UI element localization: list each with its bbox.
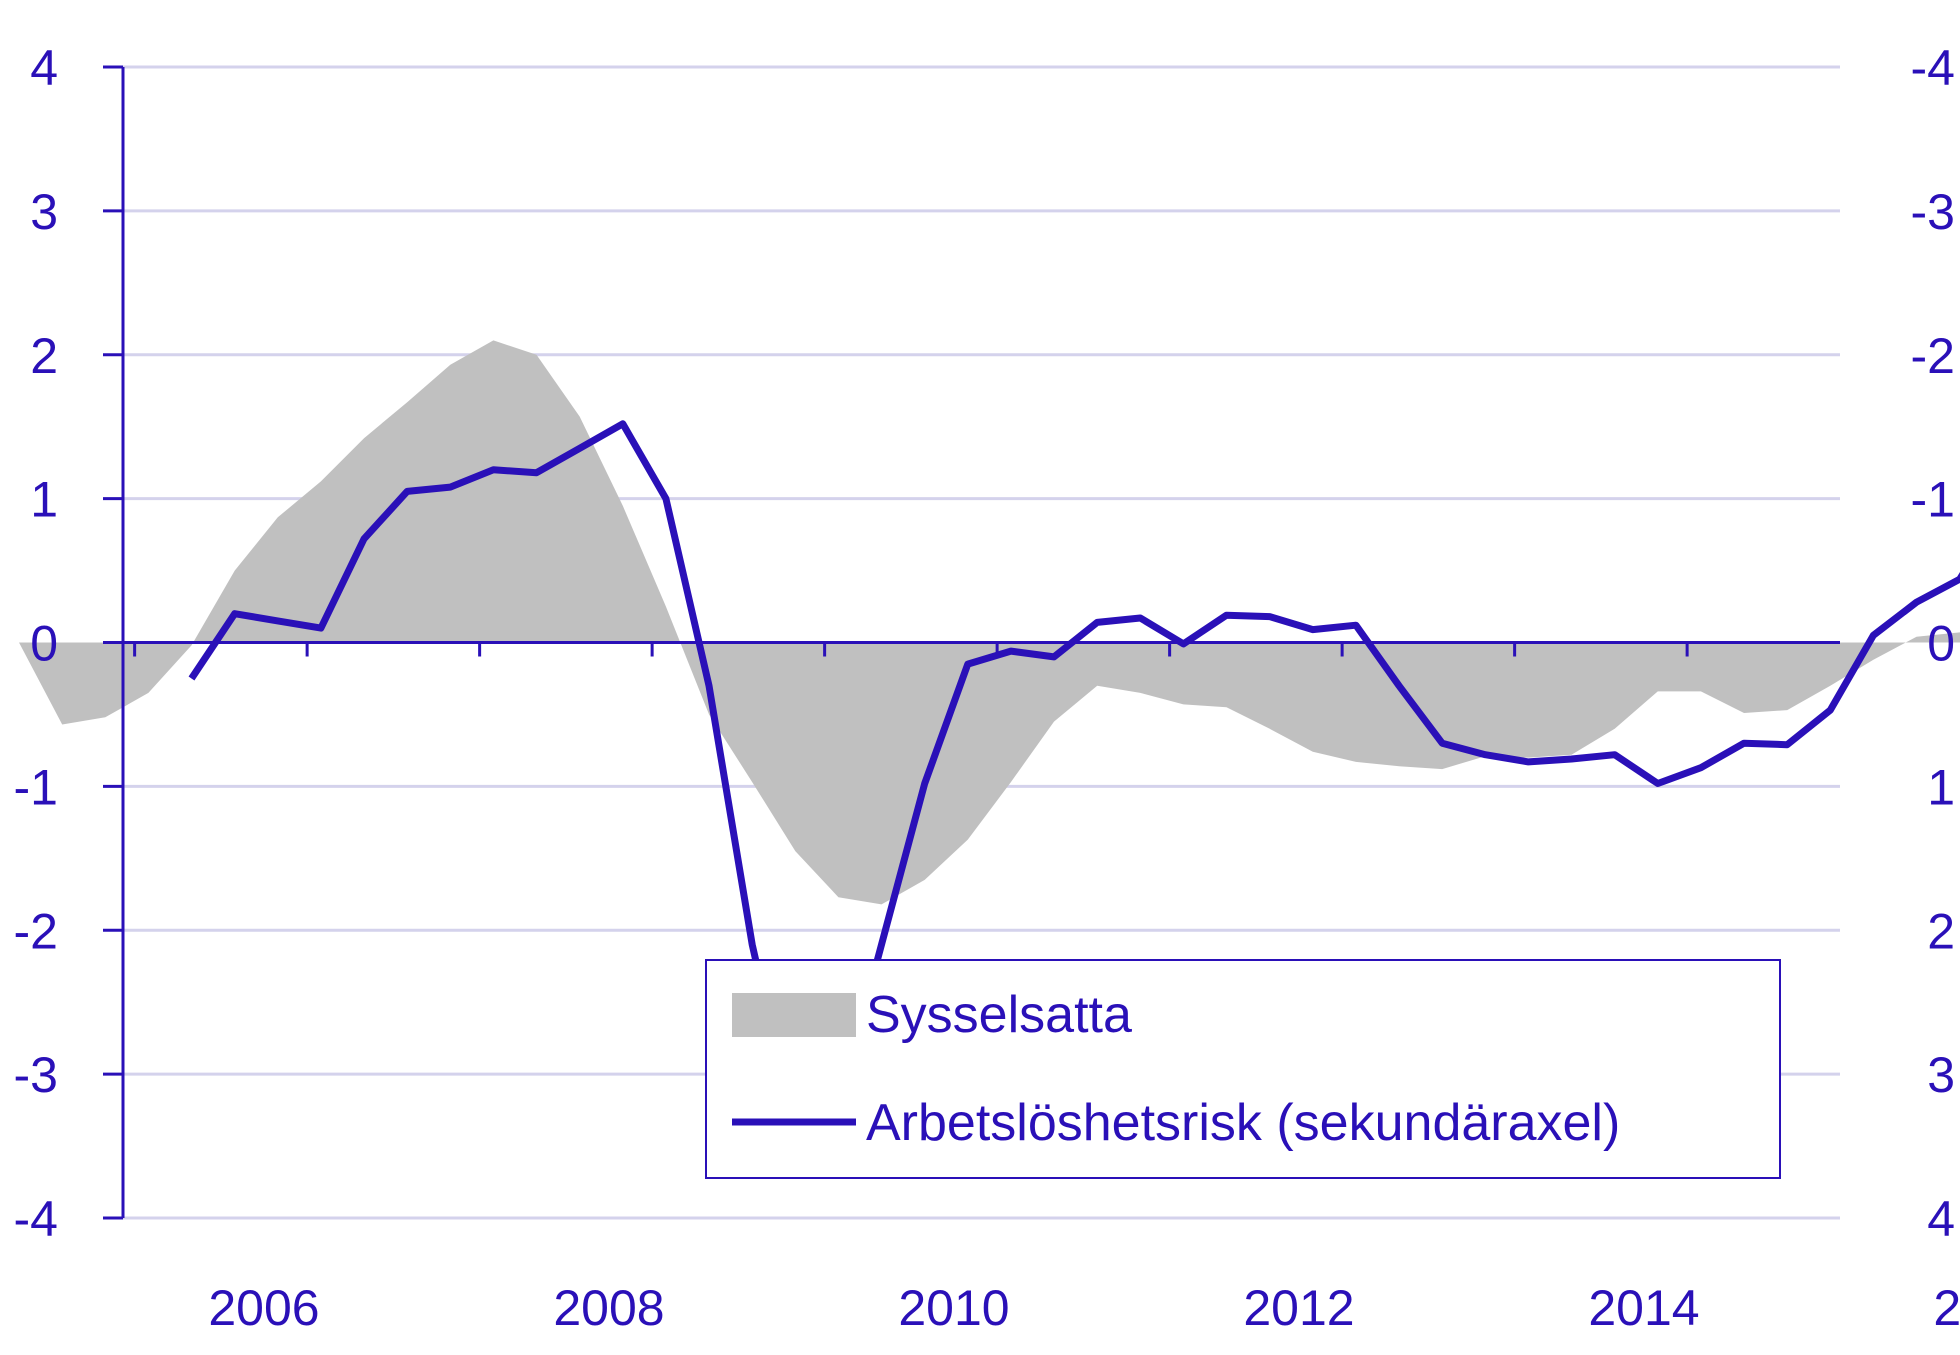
x-axis-ticks	[133, 642, 1689, 657]
arbetsloshetsrisk-points	[191, 423, 1960, 1135]
x-axis-labels: 2006200820102012201420162018202020222024	[208, 1280, 1960, 1336]
right-y-axis-labels: -4 -3 -2 -1 0 1 2 3 4	[1911, 40, 1955, 1247]
sysselsatta-area	[19, 340, 1960, 905]
right-y-tick-label: -3	[1911, 184, 1955, 240]
right-y-tick-label: 2	[1927, 903, 1955, 959]
x-tick-label: 2008	[553, 1280, 664, 1336]
right-y-tick-label: 3	[1927, 1047, 1955, 1103]
left-y-tick-label: -3	[14, 1047, 58, 1103]
right-y-tick-label: 4	[1927, 1191, 1955, 1247]
left-y-tick-label: 1	[30, 472, 58, 528]
left-y-tick-label: -2	[14, 903, 58, 959]
x-tick-label: 2012	[1243, 1280, 1354, 1336]
legend-box	[705, 959, 1781, 1179]
left-y-axis-ticks: 4 3 2 1 0 -1 -2 -3 -4	[14, 40, 123, 1247]
right-y-tick-label: 1	[1927, 759, 1955, 815]
left-y-tick-label: 3	[30, 184, 58, 240]
left-y-tick-label: 2	[30, 328, 58, 384]
x-tick-label: 2014	[1588, 1280, 1699, 1336]
x-tick-label: 2006	[208, 1280, 319, 1336]
legend-label-arbetsloshetsrisk: Arbetslöshetsrisk (sekundäraxel)	[866, 1094, 1620, 1152]
left-y-tick-label: -4	[14, 1191, 58, 1247]
legend: Sysselsatta Arbetslöshetsrisk (sekundära…	[705, 959, 1781, 1179]
legend-label-sysselsatta: Sysselsatta	[866, 986, 1132, 1044]
right-y-tick-label: -4	[1911, 40, 1955, 96]
left-y-tick-label: 0	[30, 616, 58, 672]
left-y-tick-label: 4	[30, 40, 58, 96]
arbetsloshetsrisk-line	[188, 420, 1960, 1139]
x-tick-label: 2016	[1933, 1280, 1960, 1336]
left-y-tick-label: -1	[14, 759, 58, 815]
x-tick-label: 2010	[898, 1280, 1009, 1336]
legend-swatch-sysselsatta	[732, 993, 856, 1037]
right-y-tick-label: -1	[1911, 472, 1955, 528]
right-y-tick-label: 0	[1927, 616, 1955, 672]
right-y-tick-label: -2	[1911, 328, 1955, 384]
